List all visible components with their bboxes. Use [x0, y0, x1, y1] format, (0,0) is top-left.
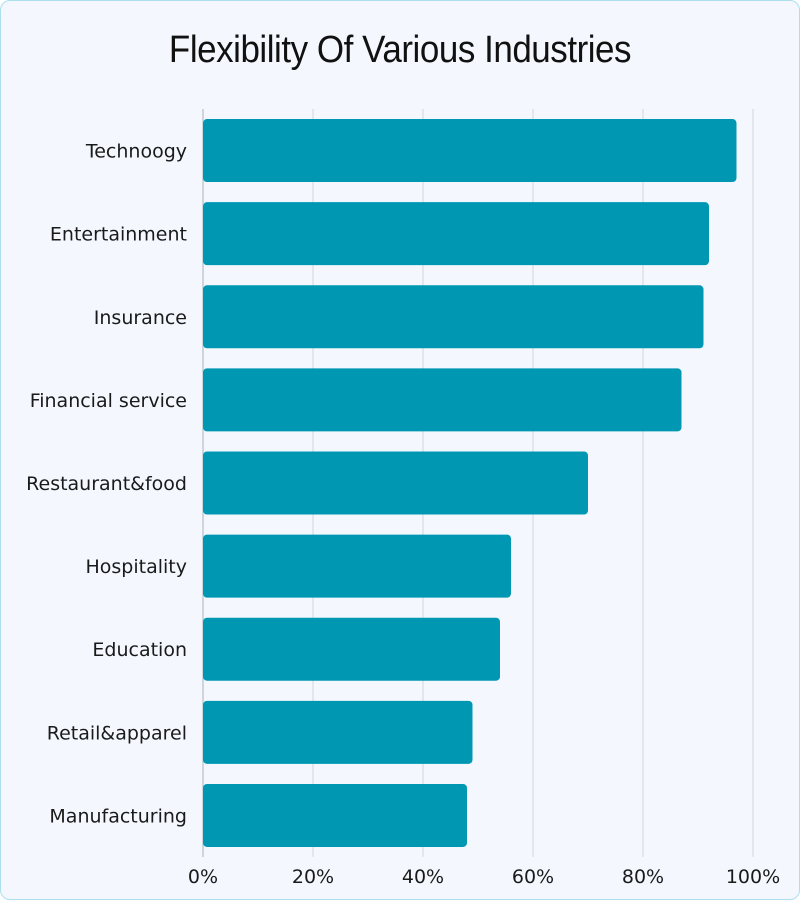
bar: [203, 451, 588, 515]
y-category-label: Insurance: [94, 307, 187, 329]
y-category-label: Restaurant&food: [26, 473, 187, 495]
y-category-label: Entertainment: [50, 224, 187, 246]
x-tick-label: 100%: [726, 866, 780, 888]
x-tick-label: 0%: [188, 866, 218, 888]
x-tick-label: 80%: [622, 866, 664, 888]
bar: [203, 617, 500, 681]
y-category-label: Retail&apparel: [47, 722, 187, 744]
bar: [203, 700, 473, 764]
bar: [203, 783, 467, 847]
bar: [203, 368, 682, 432]
x-tick-label: 20%: [292, 866, 334, 888]
y-category-label: Hospitality: [86, 556, 188, 578]
bar: [203, 285, 704, 349]
x-tick-label: 40%: [402, 866, 444, 888]
chart-title: Flexibility Of Various Industries: [168, 29, 632, 71]
y-category-label: Technoogy: [85, 141, 187, 163]
y-category-label: Financial service: [30, 390, 187, 412]
y-category-label: Manufacturing: [49, 805, 187, 827]
bar: [203, 202, 709, 266]
bar: [203, 119, 737, 183]
x-tick-label: 60%: [512, 866, 554, 888]
bar: [203, 534, 511, 598]
y-category-label: Education: [92, 639, 187, 661]
